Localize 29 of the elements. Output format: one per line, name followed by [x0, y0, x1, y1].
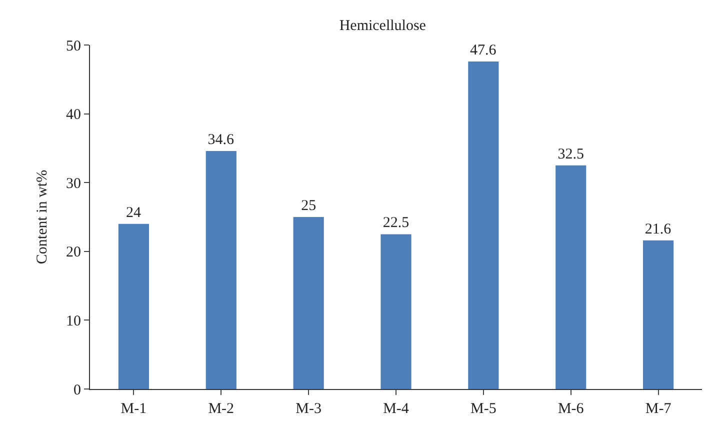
bar: [293, 217, 324, 389]
data-label: 24: [126, 204, 142, 221]
data-label: 32.5: [558, 146, 584, 162]
x-tick-label: M-7: [645, 401, 672, 417]
bar: [380, 234, 412, 389]
x-tick-label: M-3: [296, 401, 322, 417]
chart-title: Hemicellulose: [339, 18, 426, 34]
bar: [556, 165, 586, 389]
bar: [642, 240, 674, 389]
data-label: 25: [301, 198, 316, 214]
y-tick-label: 20: [66, 244, 81, 261]
y-tick-label: 30: [66, 176, 81, 192]
bar: [468, 62, 499, 389]
data-label: 34.6: [208, 132, 235, 148]
bar: [118, 224, 150, 389]
x-tick-label: M-6: [558, 401, 584, 417]
y-tick-label: 40: [66, 107, 81, 124]
bar: [206, 150, 236, 389]
data-label: 22.5: [382, 215, 410, 232]
y-tick-label: 0: [74, 382, 81, 398]
x-tick-label: M-1: [120, 401, 147, 417]
x-tick-label: M-4: [383, 401, 410, 417]
y-tick-label: 10: [66, 313, 81, 330]
data-label: 21.6: [644, 221, 672, 238]
y-tick-label: 50: [66, 38, 81, 54]
x-tick-label: M-2: [208, 401, 234, 417]
y-axis-title: Content in wt%: [34, 170, 50, 264]
x-tick-label: M-5: [470, 401, 496, 417]
data-label: 47.6: [470, 42, 497, 59]
